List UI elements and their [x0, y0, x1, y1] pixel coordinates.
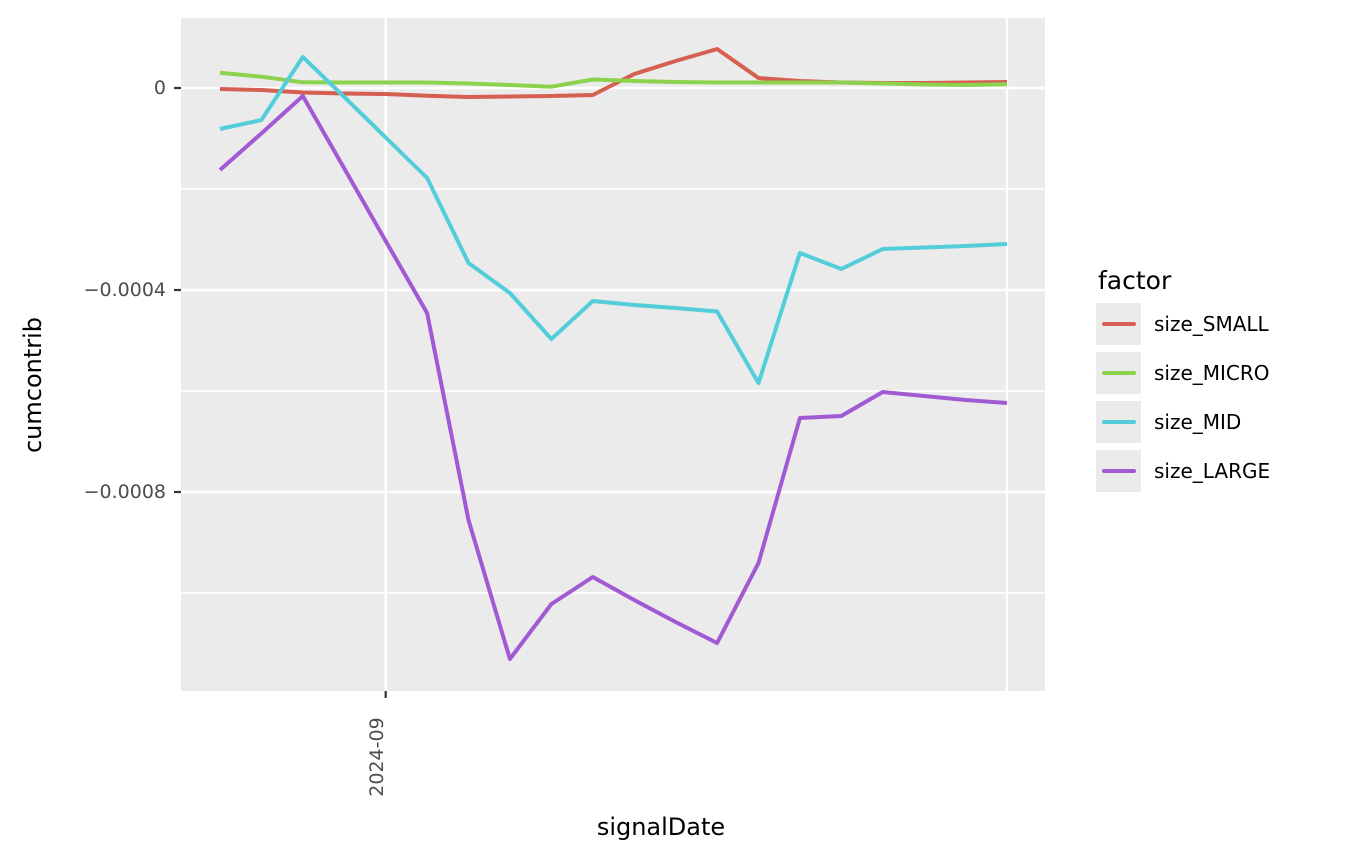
y-tick-label-2: −0.0008	[83, 481, 166, 503]
series-line-size_MID	[219, 55, 1008, 385]
legend-item-label: size_SMALL	[1154, 312, 1269, 336]
legend-key-swatch	[1096, 303, 1141, 345]
legend-item: size_SMALL	[1096, 303, 1270, 345]
legend-item: size_MID	[1096, 401, 1270, 443]
y-tick-label-1: −0.0004	[83, 279, 166, 301]
legend-key-line	[1101, 371, 1136, 375]
x-axis-title: signalDate	[596, 813, 726, 841]
series-line-size_MICRO	[219, 70, 1008, 89]
series-line-size_LARGE	[218, 94, 1008, 661]
legend-key-swatch	[1096, 450, 1141, 492]
legend-key-line	[1101, 322, 1136, 326]
legend-key-line	[1101, 469, 1136, 473]
legend-item: size_MICRO	[1096, 352, 1270, 394]
legend-item-label: size_MID	[1154, 410, 1242, 434]
legend-key-line	[1101, 420, 1136, 424]
plot-panel	[181, 18, 1045, 691]
legend-item: size_LARGE	[1096, 450, 1270, 492]
legend-key-swatch	[1096, 401, 1141, 443]
y-tick-label-0: 0	[153, 77, 166, 99]
legend-key-swatch	[1096, 352, 1141, 394]
legend: factor size_SMALL size_MICRO size_MID si…	[1096, 266, 1270, 499]
x-tick-label: 2024-09	[366, 717, 388, 797]
legend-title: factor	[1098, 266, 1172, 295]
legend-item-label: size_MICRO	[1154, 361, 1270, 385]
legend-item-label: size_LARGE	[1154, 459, 1271, 483]
